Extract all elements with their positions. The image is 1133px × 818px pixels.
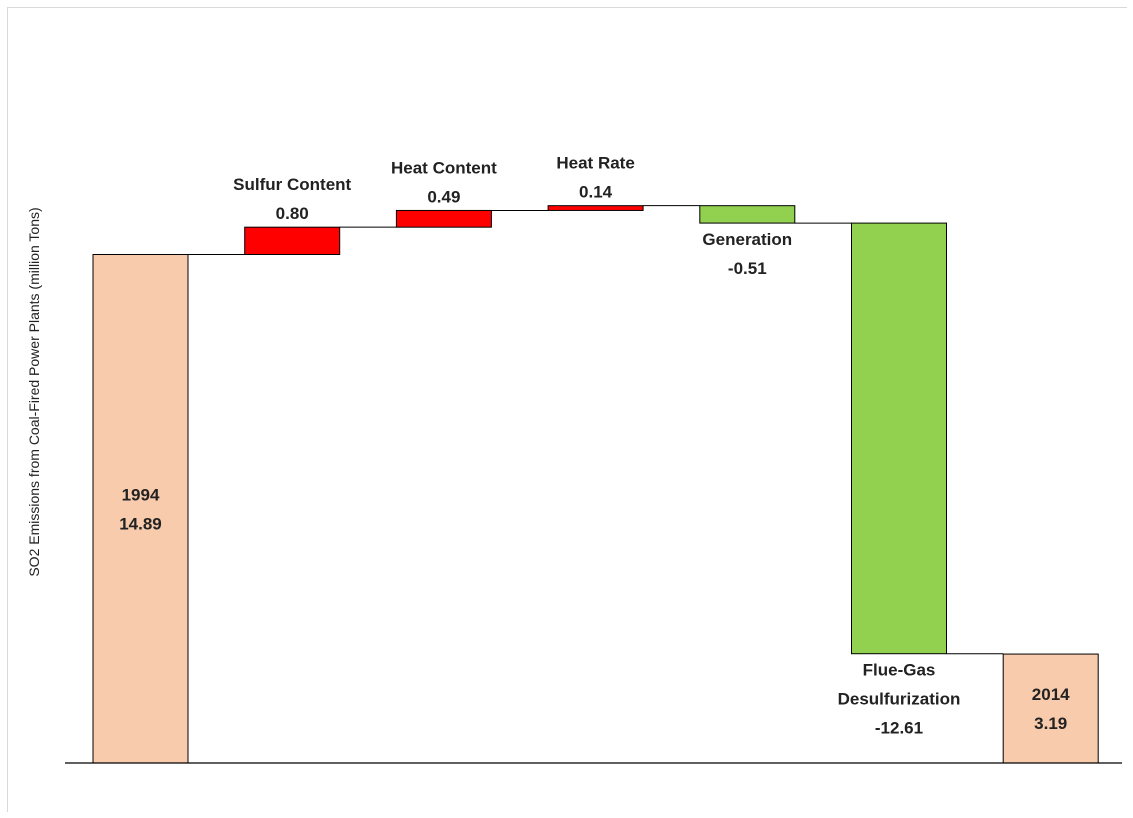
bar-0 [92, 254, 189, 764]
bars-group [92, 205, 1099, 764]
data-label-4-line-0: Generation [702, 230, 792, 249]
bar-2 [395, 209, 492, 228]
data-label-0-line-1: 14.89 [119, 514, 162, 533]
data-label-6: 2014 3.19 [1032, 685, 1070, 733]
data-label-5: Flue-Gas Desulfurization -12.61 [838, 661, 961, 738]
data-label-3: Heat Rate 0.14 [556, 154, 634, 202]
bar-3 [547, 205, 644, 211]
data-label-2: Heat Content 0.49 [391, 158, 497, 206]
data-label-1: Sulfur Content 0.80 [233, 175, 351, 223]
data-label-0: 1994 14.89 [119, 485, 162, 533]
data-label-3-line-1: 0.14 [579, 183, 613, 202]
data-label-1-line-1: 0.80 [276, 204, 309, 223]
data-label-2-line-1: 0.49 [427, 187, 460, 206]
bar-4 [699, 205, 796, 224]
data-label-6-line-0: 2014 [1032, 685, 1070, 704]
data-label-4: Generation -0.51 [702, 230, 792, 278]
data-label-3-line-0: Heat Rate [556, 154, 634, 173]
y-axis-title: SO2 Emissions from Coal-Fired Power Plan… [26, 207, 42, 576]
data-label-4-line-1: -0.51 [728, 259, 767, 278]
bar-6 [1002, 653, 1099, 764]
data-label-5-line-1: Desulfurization [838, 690, 961, 709]
data-label-2-line-0: Heat Content [391, 158, 497, 177]
chart-frame [7, 7, 1127, 812]
data-label-5-line-0: Flue-Gas [863, 661, 936, 680]
bar-5 [851, 222, 947, 655]
bar-1 [244, 226, 341, 256]
data-label-5-line-2: -12.61 [875, 719, 923, 738]
data-label-6-line-1: 3.19 [1034, 714, 1067, 733]
data-label-1-line-0: Sulfur Content [233, 175, 351, 194]
data-labels-group: 1994 14.89 Sulfur Content 0.80 Heat Content 0… [119, 154, 1070, 738]
data-label-0-line-0: 1994 [122, 485, 160, 504]
connector-lines [188, 205, 1004, 655]
